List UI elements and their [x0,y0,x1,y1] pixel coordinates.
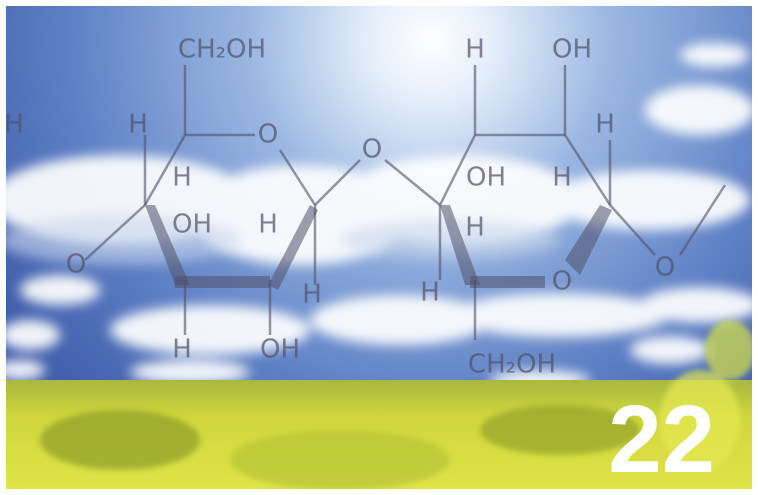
atom-label: OH [260,335,300,365]
atom-label: H [595,110,615,140]
atom-label: H [552,163,572,193]
page-number: 22 [608,386,715,493]
atom-label: H [128,110,148,140]
atom-label: OH [172,210,212,240]
page: {"structure": {"labels": ["CH₂OH", "H", … [0,0,758,495]
atom-label: H [172,163,192,193]
atom-label: O [552,267,572,297]
atom-label: O [655,253,675,283]
atom-label: O [66,250,86,280]
atom-label: O [362,135,382,165]
atom-label: H [465,213,485,243]
atom-label: O [258,120,278,150]
atom-label: OH [466,163,506,193]
atom-label: H [302,280,322,310]
atom-label: CH₂OH [468,350,556,380]
atom-label: OH [552,35,592,65]
photo: CH₂OHHHOOHOHHHOHHOHHHOHHOOHOHCH₂OH 22 [0,0,758,495]
atom-label: H [4,110,24,140]
atom-label: H [465,35,485,65]
atom-label: CH₂OH [178,35,266,65]
image: CH₂OHHHOOHOHHHOHHOHHHOHHOOHOHCH₂OH 22 [0,0,758,495]
atom-label: H [420,278,440,308]
atom-label: H [172,335,192,365]
atom-label: H [258,210,278,240]
